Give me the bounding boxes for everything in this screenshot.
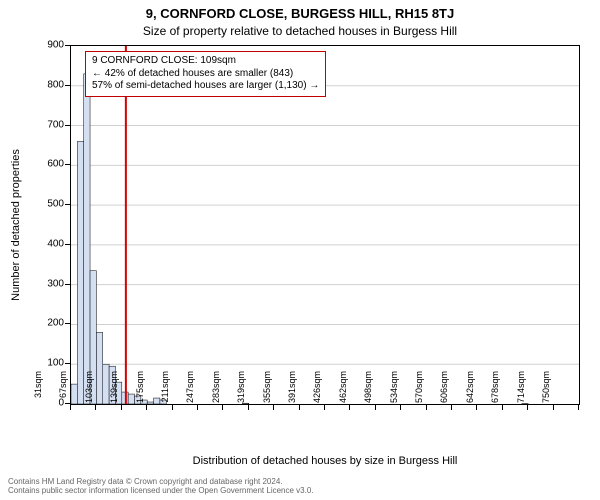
x-tick-mark	[375, 405, 376, 410]
title-sub: Size of property relative to detached ho…	[0, 24, 600, 38]
x-tick-label: 283sqm	[211, 371, 221, 411]
y-tick-label: 900	[47, 40, 64, 51]
x-tick-mark	[476, 405, 477, 410]
info-box: 9 CORNFORD CLOSE: 109sqm ← 42% of detach…	[85, 51, 326, 97]
y-tick-label: 300	[47, 278, 64, 289]
x-tick-mark	[273, 405, 274, 410]
x-tick-mark	[426, 405, 427, 410]
x-tick-label: 570sqm	[414, 371, 424, 411]
histogram-bar	[96, 332, 102, 404]
chart-container: 9, CORNFORD CLOSE, BURGESS HILL, RH15 8T…	[0, 0, 600, 500]
x-tick-mark	[578, 405, 579, 410]
x-tick-label: 67sqm	[58, 371, 68, 411]
y-tick-label: 400	[47, 238, 64, 249]
y-axis: 0100200300400500600700800900	[0, 45, 70, 405]
x-tick-mark	[299, 405, 300, 410]
plot-area	[70, 45, 580, 405]
y-tick-label: 800	[47, 79, 64, 90]
info-line-1: 9 CORNFORD CLOSE: 109sqm	[92, 55, 319, 68]
x-tick-label: 247sqm	[185, 371, 195, 411]
x-tick-label: 462sqm	[338, 371, 348, 411]
histogram-bar	[77, 141, 83, 404]
y-tick-label: 600	[47, 159, 64, 170]
x-tick-label: 642sqm	[465, 371, 475, 411]
x-tick-label: 534sqm	[389, 371, 399, 411]
title-main: 9, CORNFORD CLOSE, BURGESS HILL, RH15 8T…	[0, 6, 600, 21]
histogram-bar	[84, 74, 90, 404]
x-tick-mark	[451, 405, 452, 410]
histogram-bar	[71, 384, 77, 404]
x-tick-mark	[553, 405, 554, 410]
x-tick-mark	[197, 405, 198, 410]
footer-credits: Contains HM Land Registry data © Crown c…	[8, 477, 314, 496]
x-axis: 31sqm67sqm103sqm139sqm175sqm211sqm247sqm…	[70, 405, 580, 460]
histogram-bar	[128, 394, 134, 404]
x-tick-mark	[248, 405, 249, 410]
y-tick-label: 700	[47, 119, 64, 130]
y-tick-label: 100	[47, 358, 64, 369]
x-tick-label: 606sqm	[439, 371, 449, 411]
histogram-bar	[147, 402, 153, 404]
x-tick-mark	[400, 405, 401, 410]
x-tick-label: 175sqm	[135, 371, 145, 411]
footer-line-2: Contains public sector information licen…	[8, 486, 314, 496]
x-tick-label: 211sqm	[160, 371, 170, 411]
x-axis-label: Distribution of detached houses by size …	[70, 455, 580, 467]
x-tick-label: 319sqm	[236, 371, 246, 411]
x-tick-label: 103sqm	[84, 371, 94, 411]
x-tick-label: 750sqm	[541, 371, 551, 411]
y-tick-label: 500	[47, 199, 64, 210]
footer-line-1: Contains HM Land Registry data © Crown c…	[8, 477, 314, 487]
x-tick-mark	[146, 405, 147, 410]
info-line-2: ← 42% of detached houses are smaller (84…	[92, 68, 319, 81]
x-tick-label: 426sqm	[312, 371, 322, 411]
x-tick-label: 391sqm	[287, 371, 297, 411]
x-tick-mark	[95, 405, 96, 410]
x-tick-mark	[121, 405, 122, 410]
x-tick-mark	[324, 405, 325, 410]
x-tick-mark	[222, 405, 223, 410]
x-tick-label: 714sqm	[516, 371, 526, 411]
x-tick-label: 678sqm	[490, 371, 500, 411]
x-tick-mark	[502, 405, 503, 410]
x-tick-label: 498sqm	[363, 371, 373, 411]
x-tick-mark	[527, 405, 528, 410]
x-tick-label: 31sqm	[33, 371, 43, 411]
x-tick-label: 139sqm	[109, 371, 119, 411]
histogram-bar	[154, 398, 160, 404]
x-tick-label: 355sqm	[262, 371, 272, 411]
x-tick-mark	[172, 405, 173, 410]
info-line-3: 57% of semi-detached houses are larger (…	[92, 80, 319, 93]
y-tick-label: 200	[47, 318, 64, 329]
x-tick-mark	[349, 405, 350, 410]
x-tick-mark	[70, 405, 71, 410]
